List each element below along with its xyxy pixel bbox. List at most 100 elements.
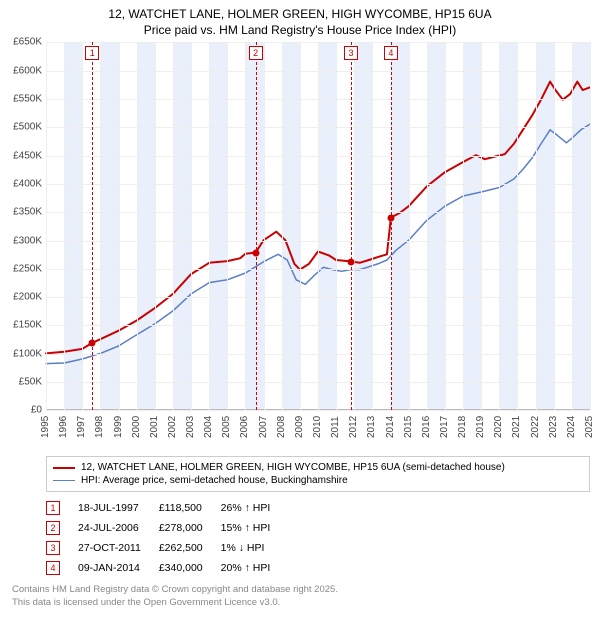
sales-table: 1 18-JUL-1997£118,50026% ↑ HPI 2 24-JUL-200…	[46, 498, 590, 578]
sale-event-box: 3	[344, 46, 358, 60]
sale-event-marker	[252, 249, 259, 256]
x-tick-label: 2019	[475, 416, 486, 438]
grid-v	[409, 42, 410, 410]
x-tick-label: 1999	[113, 416, 124, 438]
grid-h	[46, 410, 590, 411]
grid-v	[590, 42, 591, 410]
sales-row: 224-JUL-2006£278,00015% ↑ HPI	[46, 518, 288, 538]
grid-v	[536, 42, 537, 410]
sale-date: 09-JAN-2014	[78, 558, 159, 578]
y-tick-label: £50K	[19, 377, 46, 388]
sale-event-box: 1	[85, 46, 99, 60]
x-tick-label: 2004	[203, 416, 214, 438]
grid-v	[245, 42, 246, 410]
x-tick-label: 2017	[439, 416, 450, 438]
sale-date: 27-OCT-2011	[78, 538, 159, 558]
footer-line1: Contains HM Land Registry data © Crown c…	[12, 584, 590, 596]
grid-v	[336, 42, 337, 410]
x-tick-label: 2024	[566, 416, 577, 438]
sales-row: 409-JAN-2014£340,00020% ↑ HPI	[46, 558, 288, 578]
sale-price: £278,000	[159, 518, 221, 538]
y-tick-label: £250K	[13, 263, 46, 274]
y-tick-label: £600K	[13, 65, 46, 76]
grid-v	[46, 42, 47, 410]
grid-v	[499, 42, 500, 410]
y-tick-label: £200K	[13, 292, 46, 303]
legend-row-price: 12, WATCHET LANE, HOLMER GREEN, HIGH WYC…	[53, 461, 583, 474]
grid-v	[572, 42, 573, 410]
x-tick-label: 2003	[185, 416, 196, 438]
legend-label-price: 12, WATCHET LANE, HOLMER GREEN, HIGH WYC…	[81, 462, 505, 473]
grid-v	[82, 42, 83, 410]
x-tick-label: 2002	[167, 416, 178, 438]
grid-v	[155, 42, 156, 410]
x-tick-label: 2022	[530, 416, 541, 438]
x-tick-label: 1997	[76, 416, 87, 438]
y-tick-label: £300K	[13, 235, 46, 246]
grid-v	[282, 42, 283, 410]
x-tick-label: 2005	[221, 416, 232, 438]
legend-swatch-price	[53, 467, 75, 469]
legend: 12, WATCHET LANE, HOLMER GREEN, HIGH WYC…	[46, 456, 590, 492]
sale-price: £118,500	[159, 498, 221, 518]
x-tick-label: 2023	[548, 416, 559, 438]
x-tick-label: 2018	[457, 416, 468, 438]
y-tick-label: £150K	[13, 320, 46, 331]
chart-plot-area: £0£50K£100K£150K£200K£250K£300K£350K£400…	[46, 42, 590, 410]
x-tick-label: 2000	[131, 416, 142, 438]
grid-v	[209, 42, 210, 410]
x-tick-label: 2016	[421, 416, 432, 438]
legend-row-hpi: HPI: Average price, semi-detached house,…	[53, 474, 583, 487]
y-tick-label: £100K	[13, 348, 46, 359]
sale-pct-vs-hpi: 1% ↓ HPI	[221, 538, 289, 558]
sale-price: £340,000	[159, 558, 221, 578]
grid-v	[64, 42, 65, 410]
title-line1: 12, WATCHET LANE, HOLMER GREEN, HIGH WYC…	[4, 6, 596, 22]
x-tick-label: 1996	[58, 416, 69, 438]
footer-line2: This data is licensed under the Open Gov…	[12, 597, 590, 609]
x-tick-label: 2013	[366, 416, 377, 438]
grid-v	[119, 42, 120, 410]
legend-label-hpi: HPI: Average price, semi-detached house,…	[81, 475, 348, 486]
x-tick-label: 1995	[40, 416, 51, 438]
sale-event-box: 4	[384, 46, 398, 60]
sale-price: £262,500	[159, 538, 221, 558]
sales-row: 1 18-JUL-1997£118,50026% ↑ HPI	[46, 498, 288, 518]
sale-pct-vs-hpi: 20% ↑ HPI	[221, 558, 289, 578]
x-tick-label: 2021	[511, 416, 522, 438]
sale-index-box: 2	[46, 521, 60, 535]
grid-v	[481, 42, 482, 410]
x-tick-label: 2009	[294, 416, 305, 438]
grid-v	[191, 42, 192, 410]
sale-date: 18-JUL-1997	[78, 498, 159, 518]
grid-v	[300, 42, 301, 410]
x-tick-label: 2010	[312, 416, 323, 438]
sale-pct-vs-hpi: 26% ↑ HPI	[221, 498, 289, 518]
sale-event-line	[92, 42, 93, 410]
grid-v	[137, 42, 138, 410]
x-tick-label: 2001	[149, 416, 160, 438]
y-tick-label: £450K	[13, 150, 46, 161]
x-tick-label: 2014	[385, 416, 396, 438]
grid-v	[318, 42, 319, 410]
sale-event-line	[256, 42, 257, 410]
legend-swatch-hpi	[53, 480, 75, 481]
x-tick-label: 2012	[348, 416, 359, 438]
grid-v	[463, 42, 464, 410]
sale-event-line	[351, 42, 352, 410]
grid-v	[517, 42, 518, 410]
sale-event-marker	[89, 340, 96, 347]
grid-v	[554, 42, 555, 410]
sale-index-box: 1	[46, 501, 60, 515]
y-tick-label: £350K	[13, 207, 46, 218]
grid-v	[427, 42, 428, 410]
x-tick-label: 2020	[493, 416, 504, 438]
y-tick-label: £0	[31, 405, 46, 416]
grid-v	[354, 42, 355, 410]
y-tick-label: £400K	[13, 178, 46, 189]
sale-event-marker	[387, 214, 394, 221]
grid-v	[100, 42, 101, 410]
sale-date: 24-JUL-2006	[78, 518, 159, 538]
sale-event-box: 2	[249, 46, 263, 60]
sale-event-line	[391, 42, 392, 410]
